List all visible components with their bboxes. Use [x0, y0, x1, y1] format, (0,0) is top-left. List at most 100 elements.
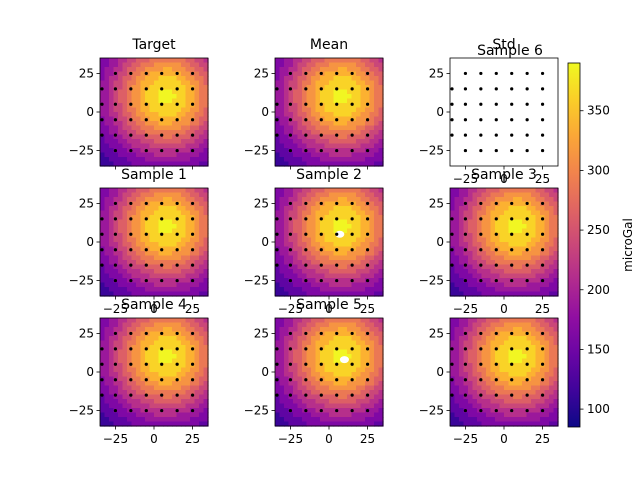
contour-cell [181, 210, 187, 216]
contour-cell [136, 372, 142, 378]
contour-cell [176, 251, 182, 257]
contour-cell [342, 157, 348, 163]
contour-cell [531, 408, 537, 414]
station-point [288, 331, 293, 336]
contour-cell [378, 206, 384, 212]
contour-cell [104, 376, 110, 382]
contour-cell [315, 71, 321, 77]
contour-cell [504, 264, 510, 270]
contour-cell [185, 58, 191, 64]
contour-cell [190, 399, 196, 405]
contour-cell [181, 134, 187, 140]
contour-cell [167, 278, 173, 284]
contour-cell [149, 412, 155, 418]
contour-cell [297, 152, 303, 158]
contour-cell [333, 336, 339, 342]
contour-cell [356, 376, 362, 382]
contour-cell [297, 260, 303, 266]
contour-cell [190, 121, 196, 127]
contour-cell [320, 125, 326, 131]
contour-cell [172, 157, 178, 163]
contour-cell [109, 201, 115, 207]
contour-cell [360, 121, 366, 127]
contour-cell [531, 367, 537, 373]
contour-cell [472, 237, 478, 243]
contour-cell [199, 80, 205, 86]
contour-cell [481, 273, 487, 279]
contour-cell [163, 412, 169, 418]
contour-cell [329, 417, 335, 423]
contour-cell [149, 62, 155, 68]
contour-cell [288, 336, 294, 342]
contour-cell [136, 125, 142, 131]
contour-cell [342, 94, 348, 100]
contour-cell [351, 188, 357, 194]
contour-cell [324, 349, 330, 355]
contour-cell [351, 98, 357, 104]
contour-cell [176, 327, 182, 333]
contour-cell [468, 237, 474, 243]
station-point [450, 263, 454, 267]
contour-cell [302, 224, 308, 230]
contour-cell [100, 188, 106, 194]
contour-cell [365, 157, 371, 163]
contour-cell [288, 134, 294, 140]
contour-cell [320, 237, 326, 243]
contour-cell [127, 260, 133, 266]
contour-cell [374, 255, 380, 261]
contour-cell [181, 367, 187, 373]
contour-cell [481, 233, 487, 239]
contour-cell [477, 260, 483, 266]
contour-cell [145, 273, 151, 279]
contour-cell [297, 206, 303, 212]
contour-cell [145, 125, 151, 131]
contour-cell [154, 210, 160, 216]
contour-cell [356, 394, 362, 400]
contour-cell [472, 385, 478, 391]
contour-cell [504, 363, 510, 369]
contour-cell [338, 76, 344, 82]
contour-cell [113, 421, 119, 427]
contour-cell [517, 421, 523, 427]
contour-cell [302, 103, 308, 109]
contour-cell [347, 282, 353, 288]
contour-cell [172, 85, 178, 91]
contour-cell [324, 161, 330, 167]
contour-cell [378, 242, 384, 248]
contour-cell [190, 197, 196, 203]
contour-cell [468, 394, 474, 400]
contour-cell [459, 318, 465, 324]
contour-cell [104, 354, 110, 360]
contour-cell [163, 112, 169, 118]
contour-cell [109, 134, 115, 140]
contour-cell [293, 264, 299, 270]
contour-cell [450, 260, 456, 266]
contour-cell [486, 206, 492, 212]
station-point [304, 278, 308, 283]
contour-cell [463, 291, 469, 297]
contour-cell [284, 251, 290, 257]
contour-cell [329, 206, 335, 212]
contour-cell [311, 89, 317, 95]
contour-cell [100, 125, 106, 131]
station-point [450, 248, 454, 252]
contour-cell [163, 161, 169, 167]
contour-cell [109, 219, 115, 225]
contour-cell [293, 251, 299, 257]
contour-cell [131, 233, 137, 239]
contour-cell [535, 363, 541, 369]
contour-cell [544, 381, 550, 387]
contour-cell [113, 242, 119, 248]
contour-cell [459, 394, 465, 400]
contour-cell [369, 76, 375, 82]
contour-cell [374, 349, 380, 355]
contour-cell [127, 251, 133, 257]
contour-cell [297, 121, 303, 127]
contour-cell [122, 121, 128, 127]
contour-cell [315, 376, 321, 382]
contour-cell [176, 157, 182, 163]
contour-cell [199, 372, 205, 378]
contour-cell [315, 327, 321, 333]
contour-cell [347, 260, 353, 266]
contour-cell [118, 322, 124, 328]
